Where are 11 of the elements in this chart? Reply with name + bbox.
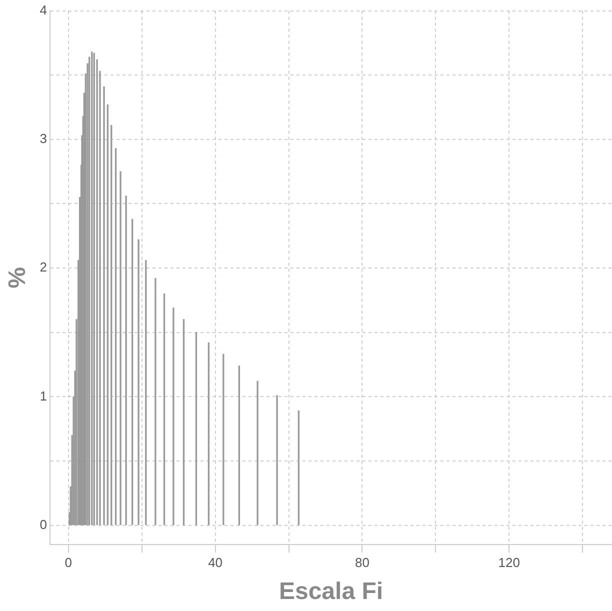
x-tick-label: 120 xyxy=(498,554,520,570)
x-tick-label: 80 xyxy=(355,554,370,570)
x-tick-label: 40 xyxy=(208,554,223,570)
y-axis-title: % xyxy=(4,267,32,288)
y-tick-label: 2 xyxy=(40,260,48,275)
x-tick-label: 0 xyxy=(64,554,72,570)
x-axis-title: Escala Fi xyxy=(278,578,384,606)
y-tick-label: 1 xyxy=(40,388,48,404)
y-tick-label: 4 xyxy=(40,2,48,18)
y-tick-label: 0 xyxy=(40,516,48,532)
y-tick-label: 3 xyxy=(40,131,48,146)
